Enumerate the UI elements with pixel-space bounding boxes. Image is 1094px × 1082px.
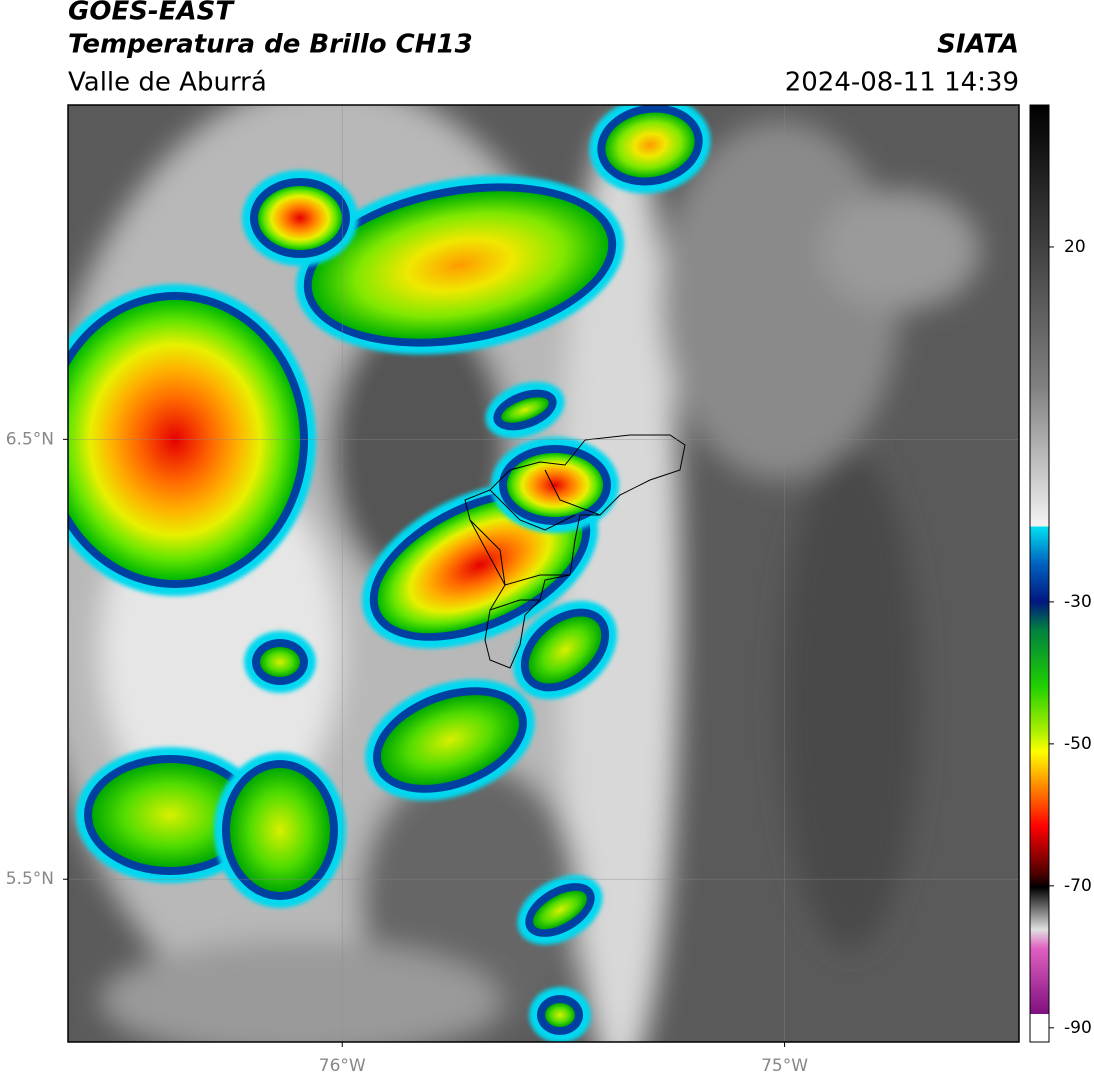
- municipal-boundary: [469, 519, 570, 586]
- municipal-boundary: [544, 469, 601, 516]
- subtitle: Temperatura de Brillo CH13: [68, 30, 473, 60]
- cloud-core: [501, 397, 549, 423]
- municipal-boundary: [489, 599, 540, 611]
- colorbar: [1029, 104, 1050, 1043]
- cloud-core: [380, 695, 520, 785]
- cloud-core: [528, 616, 602, 684]
- datetime: 2024-08-11 14:39: [785, 68, 1019, 98]
- colorbar-tick-label: 20: [1064, 237, 1086, 257]
- colorbar-tick-label: -30: [1064, 592, 1092, 612]
- valley-boundary: [464, 434, 686, 669]
- x-tick-label: 75°W: [761, 1056, 808, 1076]
- graticule: [68, 105, 1019, 1042]
- region: Valle de Aburrá: [68, 68, 267, 98]
- title: GOES-EAST: [68, 0, 235, 27]
- cloud-core: [605, 112, 695, 178]
- cloud-core: [545, 1003, 575, 1027]
- cloud-core: [68, 300, 300, 580]
- source: SIATA: [937, 30, 1019, 60]
- cloud-core: [533, 890, 587, 930]
- colorbar-tick-label: -70: [1064, 876, 1092, 896]
- cloud-core: [311, 191, 609, 339]
- map-frame: [67, 104, 1020, 1043]
- y-tick-label: 6.5°N: [6, 429, 54, 449]
- cloud-core: [260, 647, 300, 677]
- satellite-image: [68, 105, 1019, 1042]
- municipal-boundary: [489, 489, 576, 531]
- cloud-core: [230, 768, 330, 892]
- cloud-core: [258, 186, 342, 250]
- x-tick-label: 76°W: [319, 1056, 366, 1076]
- cloud-tops: [68, 105, 711, 1042]
- cloud-core: [507, 453, 603, 517]
- cloud-core: [377, 496, 583, 634]
- colorbar-tick-label: -50: [1064, 734, 1092, 754]
- y-tick-label: 5.5°N: [6, 869, 54, 889]
- cloud-core: [92, 763, 248, 867]
- colorbar-tick-label: -90: [1064, 1018, 1092, 1038]
